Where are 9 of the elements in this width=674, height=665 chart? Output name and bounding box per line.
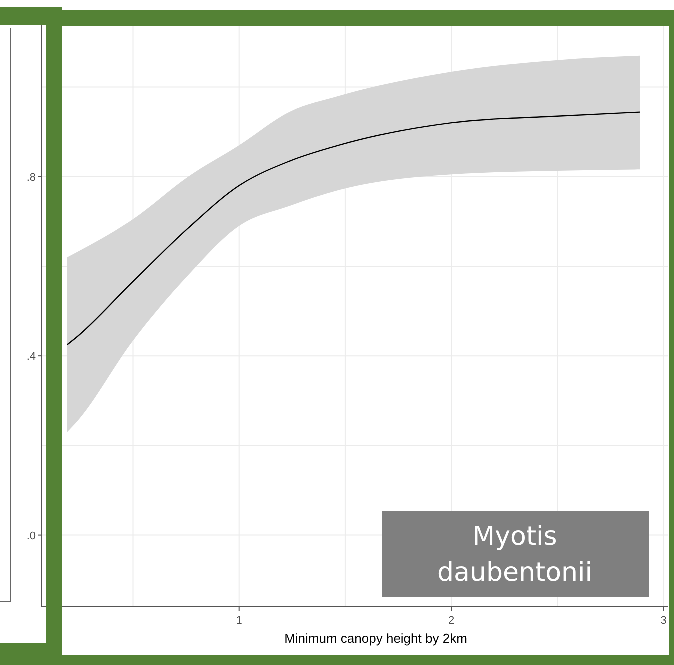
line-series xyxy=(66,112,642,346)
x-axis-title: Minimum canopy height by 2km xyxy=(284,631,468,646)
y-tick-label: .8 xyxy=(26,172,36,184)
y-tick-label: .0 xyxy=(26,530,36,542)
x-tick-label: 2 xyxy=(448,615,455,627)
x-tick-label: 1 xyxy=(236,615,242,627)
x-tick-label: 3 xyxy=(660,615,667,627)
y-tick-label: .4 xyxy=(26,351,36,364)
annotation: Myotis daubentonii xyxy=(438,522,592,588)
